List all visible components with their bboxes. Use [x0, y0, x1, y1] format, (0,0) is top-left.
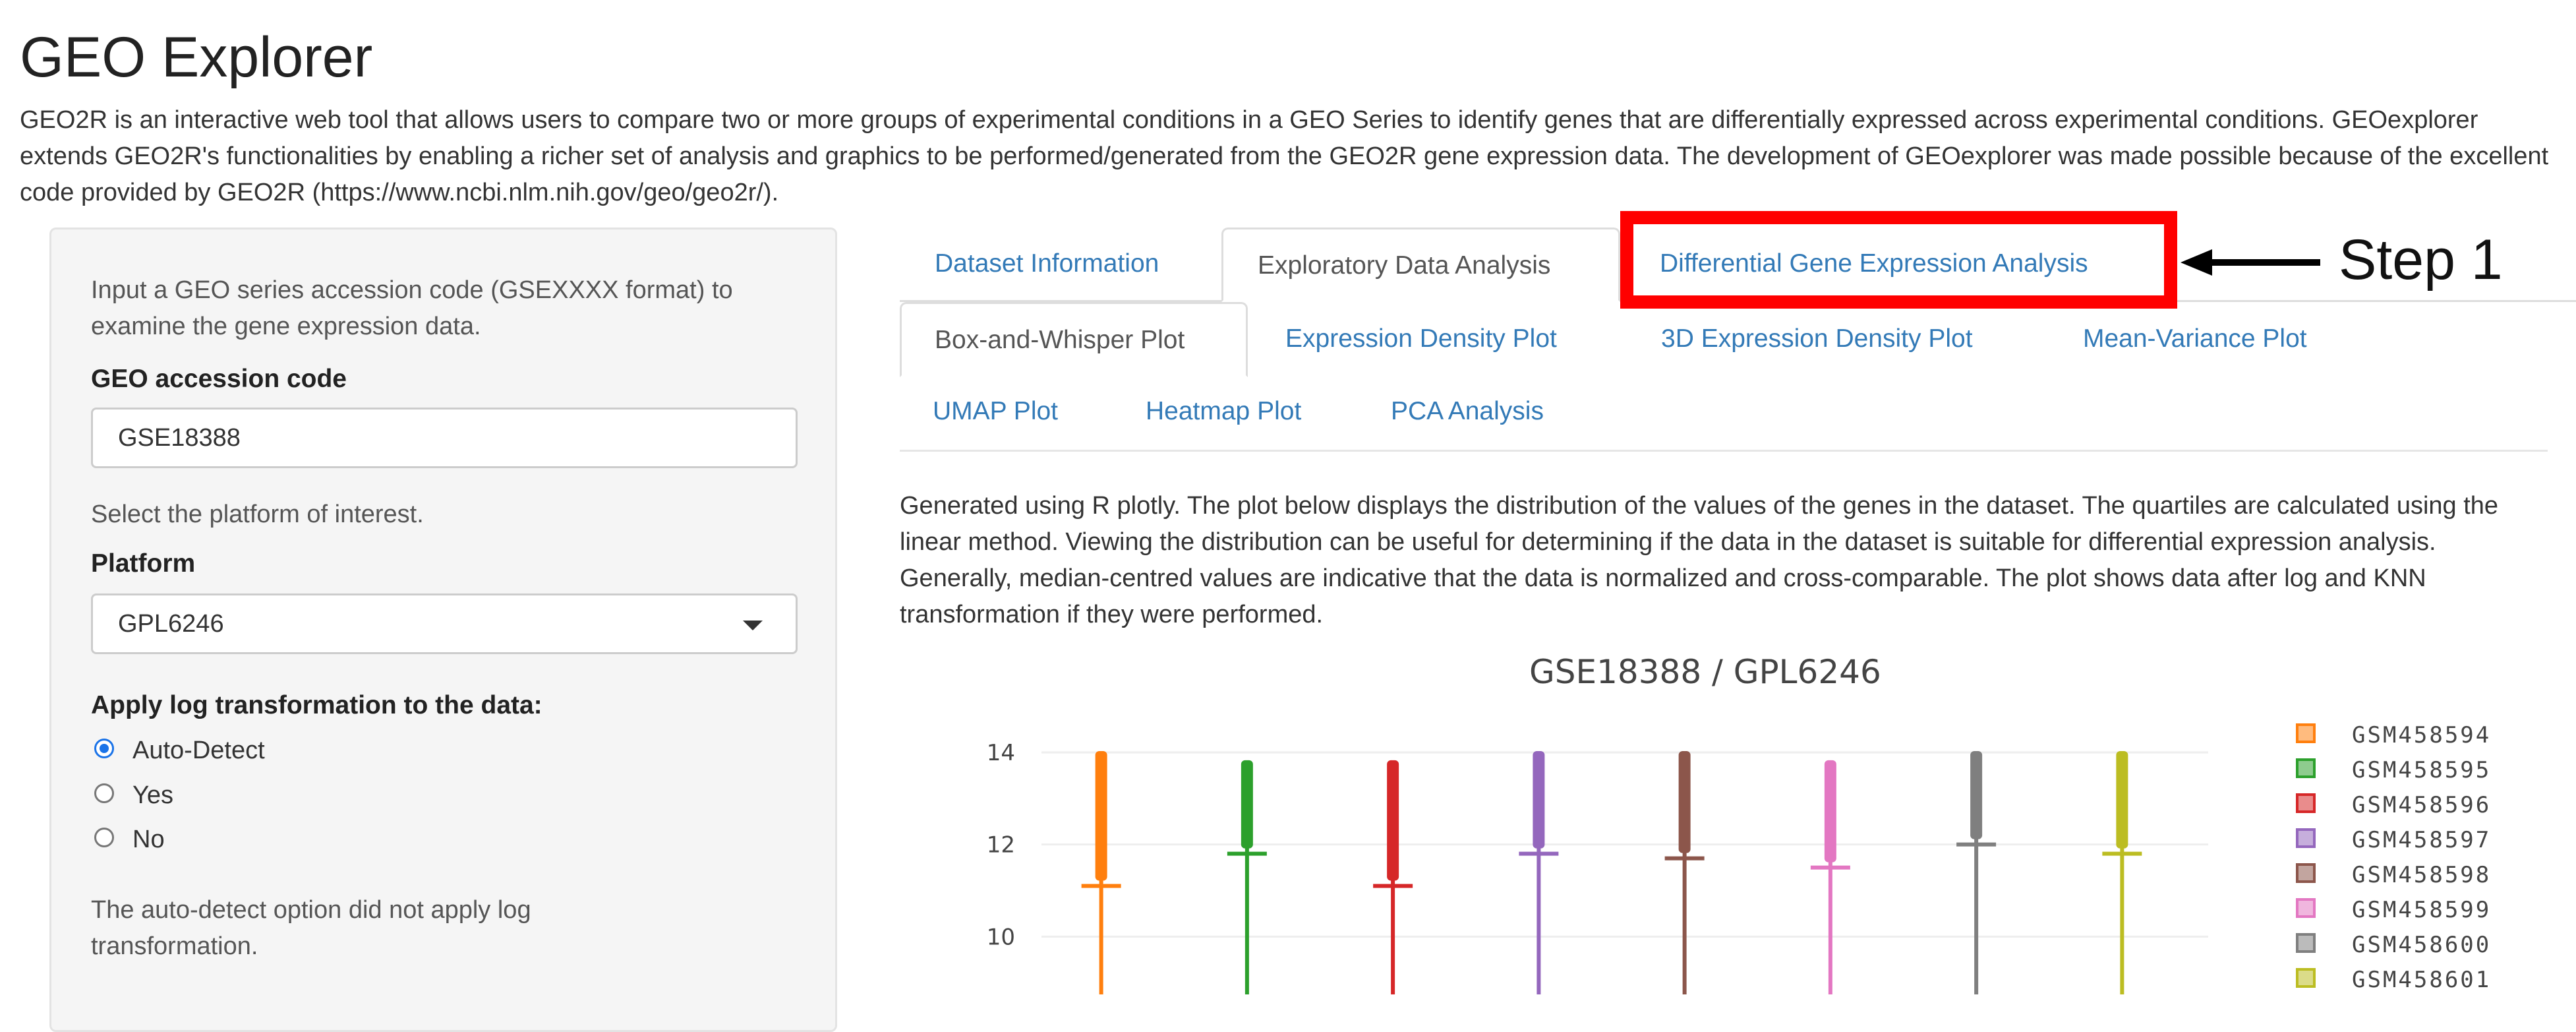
outlier-points [1387, 760, 1399, 881]
chevron-down-icon [743, 621, 763, 630]
legend-label: GSM458596 [2352, 792, 2492, 818]
tab-pca-analysis[interactable]: PCA Analysis [1391, 397, 1544, 425]
legend-swatch [2296, 898, 2316, 918]
legend-label: GSM458600 [2352, 932, 2492, 958]
accession-help-text: Input a GEO series accession code (GSEXX… [91, 276, 733, 340]
radio-unchecked-icon [94, 783, 114, 803]
outlier-points [1241, 760, 1253, 849]
platform-select[interactable]: GPL6246 [91, 593, 798, 654]
outlier-points [1678, 750, 1691, 853]
outlier-points [1970, 750, 1983, 839]
outlier-points [1533, 750, 1545, 849]
legend-swatch [2296, 863, 2316, 883]
y-tick-label: 12 [987, 832, 1015, 859]
log-note-text: The auto-detect option did not apply log… [91, 896, 531, 960]
tab-heatmap-plot[interactable]: Heatmap Plot [1146, 397, 1302, 425]
legend-label: GSM458595 [2352, 757, 2492, 783]
legend-label: GSM458597 [2352, 827, 2492, 853]
log-transform-label: Apply log transformation to the data: [91, 691, 542, 719]
tab-differential-gene-expression-analysis[interactable]: Differential Gene Expression Analysis [1660, 249, 2088, 278]
step-label: Step 1 [2339, 228, 2503, 291]
intro-text: GEO2R is an interactive web tool that al… [20, 106, 2549, 206]
y-tick-label: 14 [987, 740, 1015, 766]
platform-help-text: Select the platform of interest. [91, 501, 424, 528]
legend-swatch [2296, 968, 2316, 988]
tab-exploratory-data-analysis[interactable]: Exploratory Data Analysis [1221, 228, 1620, 302]
radio-yes-label: Yes [132, 781, 173, 809]
legend-label: GSM458599 [2352, 897, 2492, 923]
legend-swatch [2296, 933, 2316, 953]
tab-umap-plot[interactable]: UMAP Plot [933, 397, 1059, 425]
left-arrow-icon [2181, 249, 2320, 276]
step-highlight-box [1620, 211, 2177, 309]
tab-box-and-whisper-plot[interactable]: Box-and-Whisper Plot [900, 302, 1248, 377]
legend-label: GSM458594 [2352, 722, 2492, 748]
accession-input[interactable]: GSE18388 [91, 408, 798, 468]
legend-swatch [2296, 828, 2316, 848]
plot-description: Generated using R plotly. The plot below… [900, 492, 2499, 628]
chart-title: GSE18388 / GPL6246 [1529, 653, 1881, 691]
tab-3d-expression-density-plot[interactable]: 3D Expression Density Plot [1661, 324, 1973, 353]
legend-swatch [2296, 723, 2316, 743]
radio-no-label: No [132, 826, 165, 853]
sidebar-panel: Input a GEO series accession code (GSEXX… [49, 228, 837, 1032]
sub-tabs-divider [900, 450, 2548, 452]
legend-label: GSM458598 [2352, 862, 2492, 888]
legend-label: GSM458601 [2352, 967, 2492, 993]
tab-expression-density-plot[interactable]: Expression Density Plot [1285, 324, 1557, 353]
outlier-points [1824, 760, 1836, 863]
radio-checked-icon [94, 739, 114, 758]
accession-label: GEO accession code [91, 365, 347, 393]
tab-mean-variance-plot[interactable]: Mean-Variance Plot [2083, 324, 2307, 353]
legend-swatch [2296, 793, 2316, 813]
box-plot[interactable]: 8101214 [910, 712, 2254, 994]
platform-select-value: GPL6246 [118, 610, 224, 638]
radio-unchecked-icon [94, 828, 114, 847]
tab-dataset-information[interactable]: Dataset Information [935, 249, 1159, 278]
platform-label: Platform [91, 549, 196, 578]
page-title: GEO Explorer [20, 26, 373, 89]
outlier-points [2116, 750, 2128, 849]
legend-swatch [2296, 758, 2316, 778]
outlier-points [1095, 750, 1107, 881]
y-tick-label: 10 [987, 924, 1015, 950]
radio-auto-detect-label: Auto-Detect [132, 737, 265, 764]
